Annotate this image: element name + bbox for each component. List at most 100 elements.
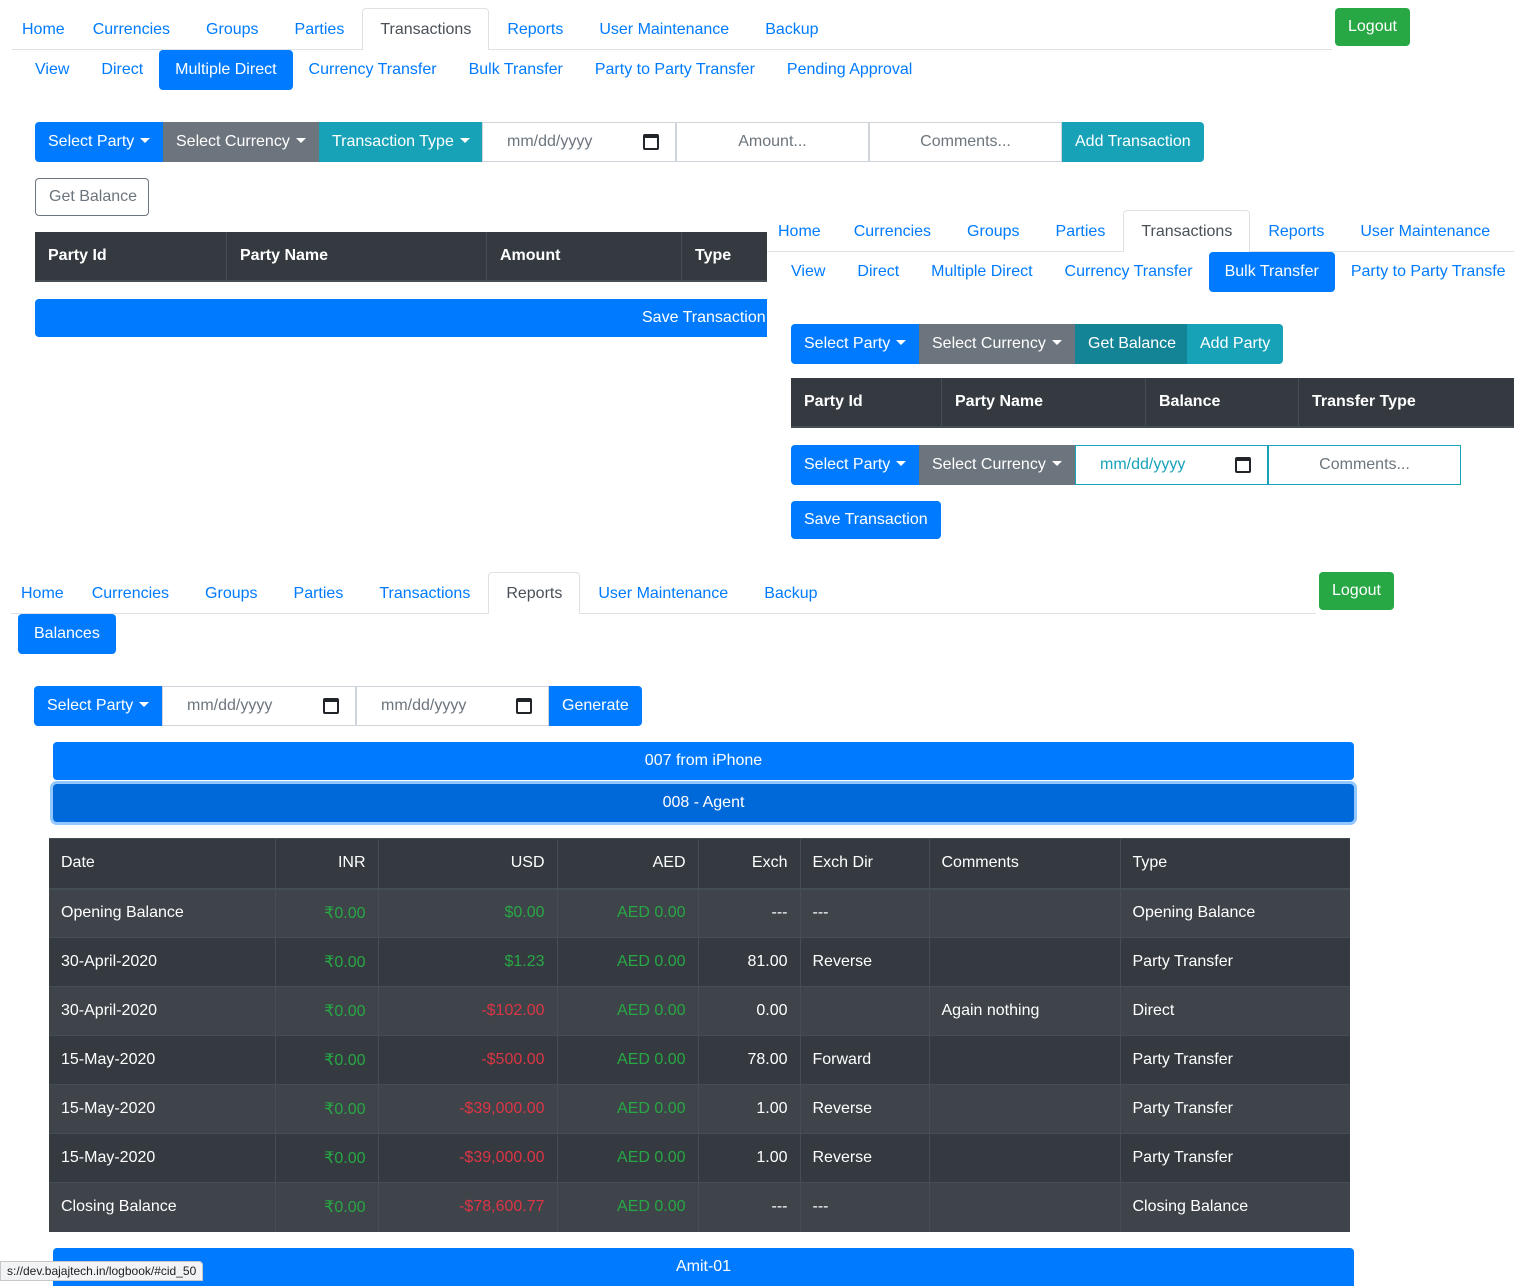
nav-tab-transactions[interactable]: Transactions [362, 8, 490, 50]
nav-tab-backup[interactable]: Backup [765, 21, 819, 38]
subnav-party-to-party-transfer[interactable]: Party to Party Transfe [1350, 263, 1506, 280]
amount-input[interactable]: Amount... [676, 122, 869, 162]
logout-button[interactable]: Logout [1335, 8, 1410, 46]
nav-tab-user-maintenance[interactable]: User Maintenance [598, 585, 729, 602]
subnav-currency-transfer[interactable]: Currency Transfer [308, 61, 437, 78]
subnav-balances[interactable]: Balances [18, 614, 116, 654]
select-currency-dropdown[interactable]: Select Currency [163, 122, 319, 162]
report-row: 15-May-2020 ₹0.00 -$39,000.00 AED 0.00 1.00 R… [49, 1133, 1350, 1183]
caret-down-icon [459, 138, 470, 143]
calendar-icon[interactable] [1235, 457, 1251, 473]
nav-tab-backup[interactable]: Backup [764, 585, 818, 602]
cell-comments: Again nothing [929, 986, 1121, 1036]
report-row: Closing Balance ₹0.00 -$78,600.77 AED 0.00-… [49, 1182, 1350, 1232]
subnav-direct[interactable]: Direct [101, 61, 144, 78]
subnav-bulk-transfer[interactable]: Bulk Transfer [468, 61, 563, 78]
add-party-button[interactable]: Add Party [1187, 324, 1284, 364]
nav-tab-reports[interactable]: Reports [488, 572, 581, 614]
select-party-dropdown[interactable]: Select Party [35, 122, 163, 162]
add-transaction-button[interactable]: Add Transaction [1062, 122, 1204, 162]
nav-tab-transactions[interactable]: Transactions [379, 585, 471, 602]
report-row: 30-April-2020 ₹0.00 $1.23 AED 0.00 81.00 Reve… [49, 937, 1350, 987]
calendar-icon[interactable] [643, 134, 659, 150]
calendar-icon[interactable] [323, 698, 339, 714]
subnav-direct[interactable]: Direct [857, 263, 900, 280]
nav-tab-parties[interactable]: Parties [1055, 223, 1106, 240]
subnav-multiple-direct[interactable]: Multiple Direct [159, 50, 293, 90]
nav-tab-user-maintenance[interactable]: User Maintenance [1360, 223, 1491, 240]
col-amount: Amount [487, 232, 682, 280]
nav-tab-home[interactable]: Home [21, 585, 64, 602]
cell-exch: --- [698, 888, 801, 938]
accordion-party-007[interactable]: 007 from iPhone [53, 742, 1354, 780]
nav-tab-reports[interactable]: Reports [1268, 223, 1325, 240]
nav-tab-transactions[interactable]: Transactions [1123, 210, 1251, 252]
cell-inr: ₹0.00 [275, 1035, 379, 1085]
logout-button[interactable]: Logout [1319, 572, 1394, 610]
nav-tab-groups[interactable]: Groups [967, 223, 1020, 240]
nav-tab-groups[interactable]: Groups [206, 21, 259, 38]
nav-tab-parties[interactable]: Parties [293, 585, 344, 602]
nav-tab-currencies[interactable]: Currencies [853, 223, 932, 240]
select-party-dropdown[interactable]: Select Party [34, 686, 162, 726]
subnav-party-to-party-transfer[interactable]: Party to Party Transfer [594, 61, 755, 78]
col-comments: Comments [929, 838, 1121, 890]
report-header-row: Date INR USD AED Exch Exch Dir Comments … [49, 838, 1350, 890]
save-transaction-button[interactable]: Save Transaction [791, 501, 941, 539]
date-input[interactable]: mm/dd/yyyy [1075, 445, 1268, 485]
nav-tab-groups[interactable]: Groups [205, 585, 258, 602]
accordion-party-amit-01[interactable]: Amit-01 [53, 1248, 1354, 1286]
comments-input[interactable]: Comments... [869, 122, 1062, 162]
cell-dir: Reverse [800, 1084, 930, 1134]
cell-exch: --- [698, 1182, 801, 1232]
to-date-input[interactable]: mm/dd/yyyy [356, 686, 549, 726]
subnav-pending-approval[interactable]: Pending Approval [786, 61, 913, 78]
select-party-label: Select Party [48, 133, 135, 150]
bulk-nav-tabs: Home Currencies Groups Parties Transacti… [767, 210, 1514, 252]
cell-aed: AED 0.00 [557, 1084, 699, 1134]
cell-usd: -$78,600.77 [378, 1182, 558, 1232]
date-placeholder: mm/dd/yyyy [1100, 456, 1186, 473]
generate-button[interactable]: Generate [549, 686, 642, 726]
nav-tab-reports[interactable]: Reports [507, 21, 564, 38]
select-currency-label: Select Currency [932, 456, 1046, 473]
nav-tab-parties[interactable]: Parties [294, 21, 345, 38]
nav-tab-home[interactable]: Home [778, 223, 821, 240]
accordion-party-008[interactable]: 008 - Agent [53, 784, 1354, 822]
save-transaction-button[interactable]: Save Transaction [35, 299, 767, 337]
cell-comments [929, 888, 1121, 938]
cell-type: Party Transfer [1120, 937, 1350, 987]
select-currency-dropdown-2[interactable]: Select Currency [919, 445, 1075, 485]
cell-aed: AED 0.00 [557, 986, 699, 1036]
transaction-type-dropdown[interactable]: Transaction Type [319, 122, 482, 162]
select-party-dropdown[interactable]: Select Party [791, 324, 919, 364]
status-bar-url: s://dev.bajajtech.in/logbook/#cid_50 [0, 1261, 204, 1281]
cell-inr: ₹0.00 [275, 1084, 379, 1134]
select-party-dropdown-2[interactable]: Select Party [791, 445, 919, 485]
cell-exch: 0.00 [698, 986, 801, 1036]
date-placeholder: mm/dd/yyyy [507, 133, 593, 150]
subnav-currency-transfer[interactable]: Currency Transfer [1064, 263, 1193, 280]
select-currency-dropdown[interactable]: Select Currency [919, 324, 1075, 364]
subnav-multiple-direct[interactable]: Multiple Direct [931, 263, 1033, 280]
nav-tab-home[interactable]: Home [22, 21, 65, 38]
date-input[interactable]: mm/dd/yyyy [482, 122, 676, 162]
cell-inr: ₹0.00 [275, 986, 379, 1036]
subnav-view[interactable]: View [791, 263, 826, 280]
bulk-transfer-panel: Home Currencies Groups Parties Transacti… [767, 210, 1514, 550]
nav-tab-currencies[interactable]: Currencies [92, 21, 171, 38]
comments-input[interactable]: Comments... [1268, 445, 1461, 485]
nav-tab-user-maintenance[interactable]: User Maintenance [599, 21, 730, 38]
subnav-view[interactable]: View [35, 61, 70, 78]
from-date-placeholder: mm/dd/yyyy [187, 697, 273, 714]
from-date-input[interactable]: mm/dd/yyyy [162, 686, 356, 726]
calendar-icon[interactable] [516, 698, 532, 714]
get-balance-button[interactable]: Get Balance [1075, 324, 1190, 364]
subnav-bulk-transfer[interactable]: Bulk Transfer [1208, 252, 1335, 292]
nav-tab-currencies[interactable]: Currencies [91, 585, 170, 602]
cell-usd: -$102.00 [378, 986, 558, 1036]
cell-type: Party Transfer [1120, 1084, 1350, 1134]
cell-comments [929, 1084, 1121, 1134]
get-balance-button[interactable]: Get Balance [35, 178, 149, 216]
cell-type: Opening Balance [1120, 888, 1350, 938]
